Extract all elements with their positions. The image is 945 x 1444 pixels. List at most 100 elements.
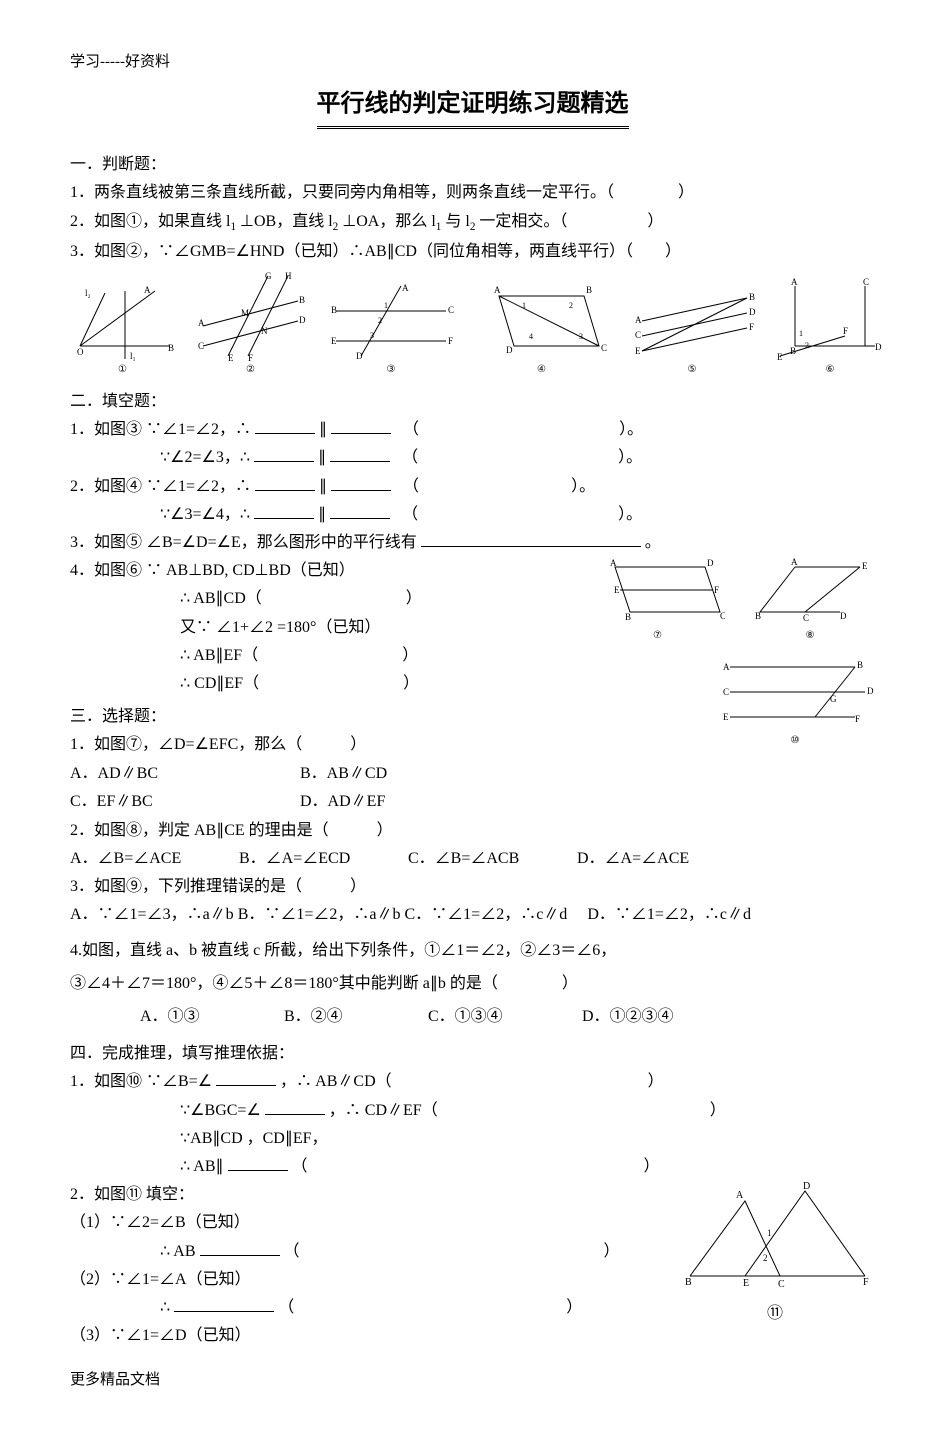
s3-q1-opts1: A．AD∥BC B．AB∥CD	[70, 760, 875, 787]
s3-q1-opts2: C．EF∥BC D．AD∥EF	[70, 788, 875, 815]
svg-text:A: A	[723, 662, 730, 672]
svg-text:A: A	[494, 285, 501, 295]
s2-q2a-t: 2．如图④ ∵∠1=∠2，∴	[70, 478, 251, 495]
svg-text:C: C	[863, 277, 869, 287]
svg-text:D: D	[875, 342, 882, 352]
svg-text:E: E	[614, 585, 620, 595]
svg-text:D: D	[840, 611, 847, 621]
s3-q4a: 4.如图，直线 a、b 被直线 c 所截，给出下列条件，①∠1＝∠2，②∠3＝∠…	[70, 937, 875, 964]
po: （	[411, 421, 419, 438]
svg-text:C: C	[635, 330, 641, 340]
svg-text:C: C	[778, 1279, 785, 1290]
blank	[216, 1069, 276, 1086]
s2-q3-e: 。	[645, 534, 661, 551]
t: 1．如图⑩ ∵∠B=∠	[70, 1073, 212, 1090]
svg-text:H: H	[285, 271, 292, 281]
s2-q1a: 1．如图③ ∵∠1=∠2，∴ ∥ （ ）。	[70, 416, 875, 443]
svg-text:E: E	[743, 1278, 749, 1289]
svg-text:N: N	[261, 326, 268, 336]
svg-text:1: 1	[384, 301, 388, 310]
s3-q3: 3．如图⑨，下列推理错误的是（ ）	[70, 873, 875, 900]
figure-1: O B l₁ l₂ A ①	[70, 281, 175, 378]
opt: B．AB∥CD	[300, 760, 387, 787]
par: ∥	[319, 478, 327, 495]
s1-q2: 2．如图①，如果直线 l1 ⊥OB，直线 l2 ⊥OA，那么 l1 与 l2 一…	[70, 208, 875, 237]
s2-q2b-t: ∵∠3=∠4，∴	[160, 506, 250, 523]
opt: D．∵∠1=∠2，∴c∥d	[587, 906, 751, 923]
svg-text:G: G	[830, 694, 837, 704]
svg-text:B: B	[749, 292, 755, 302]
s4-q1b: ∵∠BGC=∠ ，∴ CD∥EF（ ）	[70, 1097, 875, 1124]
svg-text:F: F	[448, 336, 453, 346]
par: ∥	[319, 421, 327, 438]
figure-4: A B C D 1 2 3 4 ④	[474, 281, 609, 378]
svg-text:1: 1	[522, 301, 526, 310]
svg-text:F: F	[248, 353, 253, 361]
figure-5: A B C D E F ⑤	[627, 286, 757, 378]
svg-text:l₁: l₁	[130, 351, 136, 361]
section-2-head: 二．填空题：	[70, 388, 875, 415]
t: ∴	[160, 1299, 170, 1316]
po: （	[410, 449, 418, 466]
opt: C．①③④	[428, 1003, 578, 1030]
opt: B．∠A=∠ECD	[239, 845, 404, 872]
svg-text:1: 1	[767, 1228, 772, 1238]
svg-text:E: E	[777, 352, 783, 361]
svg-text:C: C	[720, 611, 725, 621]
opt: B．②④	[284, 1003, 424, 1030]
opt: C．∵∠1=∠2，∴c∥d	[405, 906, 568, 923]
svg-text:D: D	[356, 351, 363, 361]
s4-q1c: ∵AB∥CD ，CD∥EF，	[70, 1125, 875, 1152]
s2-q2a: 2．如图④ ∵∠1=∠2，∴ ∥ （ ）。	[70, 473, 875, 500]
blank	[228, 1154, 288, 1171]
figure-11: A D B E C F 1 2 ⑪	[675, 1181, 875, 1327]
s2-q3: 3．如图⑤ ∠B=∠D=∠E，那么图形中的平行线有 。	[70, 529, 875, 556]
svg-text:E: E	[228, 353, 234, 361]
opt: C．EF∥BC	[70, 788, 260, 815]
opt: A．AD∥BC	[70, 760, 260, 787]
t: ∴ AB	[160, 1243, 196, 1260]
svg-text:3: 3	[579, 332, 583, 341]
svg-text:B: B	[790, 346, 796, 356]
opt: B．∵∠1=∠2，∴a∥b	[238, 906, 401, 923]
svg-text:A: A	[635, 315, 642, 325]
svg-text:A: A	[144, 285, 151, 295]
s2-q1b-t: ∵∠2=∠3，∴	[160, 449, 250, 466]
svg-text:D: D	[506, 345, 513, 355]
s3-q3-opts: A．∵∠1=∠3，∴a∥b B．∵∠1=∠2，∴a∥b C．∵∠1=∠2，∴c∥…	[70, 901, 875, 928]
svg-text:C: C	[198, 341, 204, 351]
svg-text:B: B	[625, 612, 631, 622]
section-1-head: 一．判断题：	[70, 151, 875, 178]
figure-block-right: A D B C E F ⑦ A E B C D ⑧	[575, 557, 875, 749]
svg-text:4: 4	[529, 332, 533, 341]
figure-3: B C E F A D 1 2 3 ③	[326, 281, 456, 378]
opt: C．∠B=∠ACB	[408, 845, 573, 872]
page-title: 平行线的判定证明练习题精选	[317, 84, 629, 130]
svg-text:D: D	[803, 1181, 810, 1192]
svg-text:C: C	[448, 305, 454, 315]
svg-text:C: C	[723, 687, 729, 697]
blank	[331, 474, 391, 491]
s4-q1d: ∴ AB∥ （ ）	[70, 1153, 875, 1180]
s3-q2: 2．如图⑧，判定 AB∥CE 的理由是（ ）	[70, 817, 875, 844]
t: （ ）	[292, 1158, 660, 1175]
s3-q2-opts: A．∠B=∠ACE B．∠A=∠ECD C．∠B=∠ACB D．∠A=∠ACE	[70, 845, 875, 872]
svg-text:l₂: l₂	[85, 288, 91, 298]
header-note: 学习-----好资料	[70, 50, 875, 76]
svg-text:F: F	[749, 322, 754, 332]
svg-text:D: D	[707, 558, 714, 568]
blank	[200, 1239, 280, 1256]
s2-q2b: ∵∠3=∠4，∴ ∥ （ ）。	[70, 501, 875, 528]
svg-text:2: 2	[805, 341, 809, 350]
svg-text:B: B	[755, 611, 761, 621]
svg-text:C: C	[803, 613, 809, 623]
opt: A．∵∠1=∠3，∴a∥b	[70, 906, 234, 923]
opt: A．∠B=∠ACE	[70, 845, 235, 872]
opt: D．①②③④	[582, 1008, 674, 1025]
blank	[330, 445, 390, 462]
svg-text:A: A	[791, 557, 798, 567]
par: ∥	[318, 506, 326, 523]
s1-q3: 3．如图②，∵∠GMB=∠HND（已知）∴AB∥CD（同位角相等，两直线平行）（…	[70, 238, 875, 265]
t: ，∴ CD∥EF（ ）	[329, 1102, 726, 1119]
svg-text:D: D	[749, 307, 756, 317]
